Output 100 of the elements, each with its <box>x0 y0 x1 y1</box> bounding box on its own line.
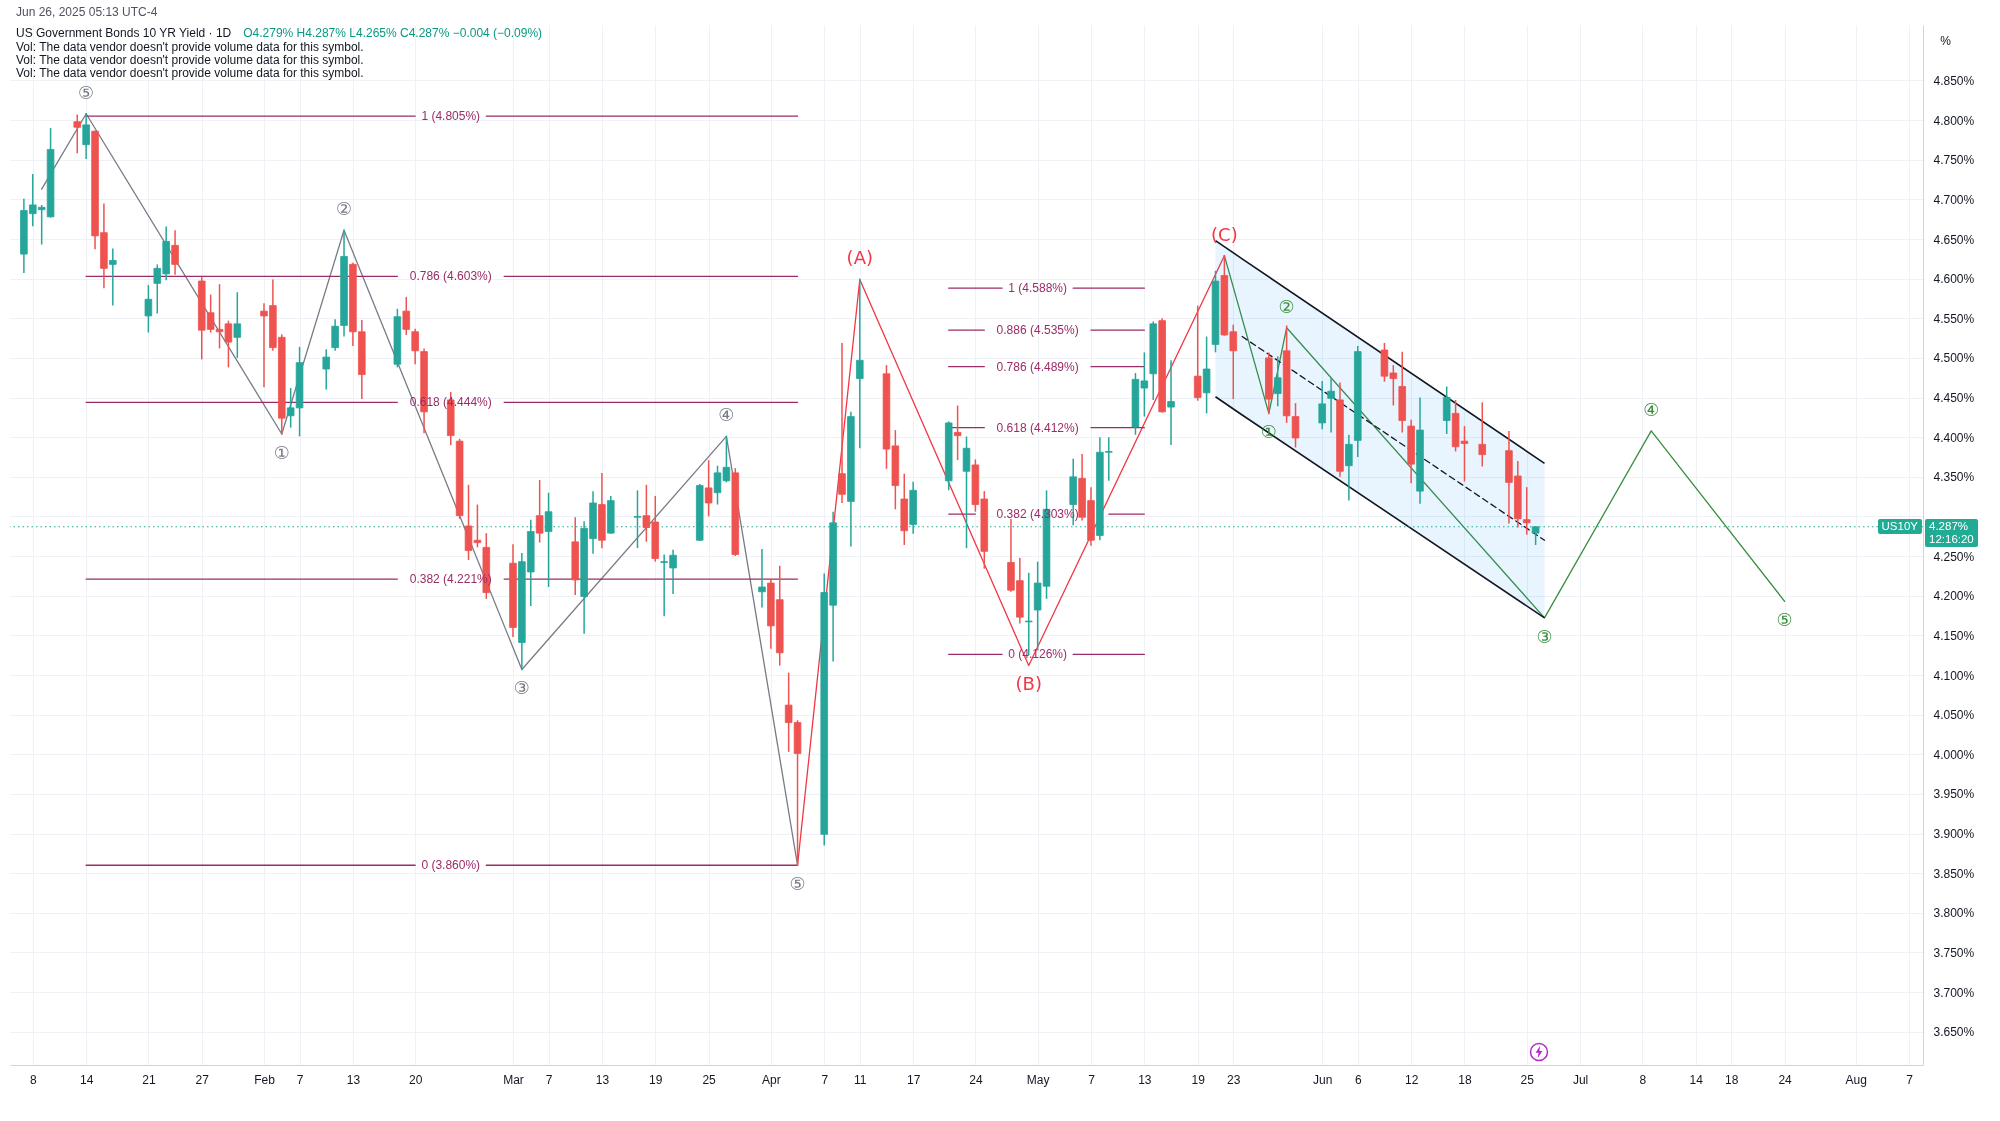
annotation: 0.786 (4.489%) <box>996 359 1079 374</box>
y-tick-label: 3.900% <box>1933 827 1975 842</box>
annotation: ③ <box>1536 625 1553 647</box>
annotation: 1 (4.805%) <box>421 109 481 124</box>
annotation: 0.886 (4.535%) <box>996 323 1079 338</box>
x-tick-label: 13 <box>346 1072 361 1087</box>
x-tick-label: 8 <box>29 1072 37 1087</box>
symbol-tag: US10Y <box>1877 519 1922 535</box>
y-tick-label: 3.650% <box>1933 1025 1975 1040</box>
y-tick-label: 4.400% <box>1933 430 1975 445</box>
price-tag: 4.287% 12:16:20 <box>1925 519 1978 548</box>
y-tick-label: 3.800% <box>1933 906 1975 921</box>
annotation: ① <box>273 442 290 464</box>
annotation: 0 (3.860%) <box>421 858 481 873</box>
candlestick <box>1478 402 1487 467</box>
x-tick-label: Jun <box>1313 1072 1333 1087</box>
x-tick-label: 7 <box>821 1072 829 1087</box>
candlestick <box>838 342 846 503</box>
x-tick-label: 19 <box>649 1072 663 1087</box>
annotation: ⑤ <box>1776 609 1793 631</box>
x-tick-label: 19 <box>1191 1072 1206 1087</box>
x-tick-label: Feb <box>254 1072 276 1087</box>
annotation: 0.618 (4.412%) <box>996 420 1079 435</box>
candlestick <box>1522 487 1531 535</box>
x-tick-label: May <box>1026 1072 1050 1087</box>
candlestick <box>233 292 242 358</box>
x-tick-label: 20 <box>408 1072 423 1087</box>
candlestick <box>82 113 90 159</box>
x-tick-label: Mar <box>503 1072 524 1087</box>
candlestick <box>402 296 411 335</box>
candlestick <box>1273 356 1282 407</box>
y-tick-label: 4.700% <box>1933 192 1975 207</box>
x-tick-label: Jul <box>1572 1072 1589 1087</box>
candlestick <box>1202 336 1211 414</box>
candlestick <box>109 248 117 306</box>
candlestick <box>856 278 864 449</box>
y-tick-label: 3.700% <box>1933 985 1975 1000</box>
annotation: (C) <box>1211 223 1238 245</box>
x-tick-label: 12 <box>1404 1072 1419 1087</box>
x-tick-label: 24 <box>969 1072 983 1087</box>
annotation: 4.287% <box>1929 520 1969 534</box>
y-tick-label: 4.800% <box>1933 113 1975 128</box>
x-tick-label: 7 <box>296 1072 304 1087</box>
y-tick-label: 4.000% <box>1933 747 1975 762</box>
y-tick-label: 4.600% <box>1933 272 1975 287</box>
annotation: ④ <box>718 404 735 426</box>
x-tick-label: 7 <box>1088 1072 1096 1087</box>
annotation: ⑤ <box>789 873 806 895</box>
annotation: ④ <box>1643 398 1660 420</box>
y-tick-label: 4.500% <box>1933 351 1975 366</box>
x-tick-label: 17 <box>906 1072 921 1087</box>
text: Jun 26, 2025 05:13 UTC-4 <box>16 5 158 19</box>
x-tick-label: 7 <box>545 1072 553 1087</box>
annotation: ② <box>335 198 353 220</box>
chart-title: US Government Bonds 10 YR Yield · 1D <box>16 26 232 40</box>
candlestick <box>1167 360 1175 446</box>
candlestick <box>73 114 81 154</box>
candlestick <box>1442 386 1451 434</box>
y-tick-label: 4.150% <box>1933 628 1975 643</box>
x-tick-label: Aug <box>1845 1072 1867 1087</box>
x-tick-label: 23 <box>1227 1072 1241 1087</box>
candlestick <box>704 460 713 517</box>
chart-subtitle: O4.279% H4.287% L4.265% C4.287% −0.004 (−0.09%) <box>243 26 543 40</box>
candlestick <box>1327 377 1335 433</box>
annotation: ③ <box>513 677 530 699</box>
x-tick-label: 24 <box>1778 1072 1793 1087</box>
y-tick-label: 4.100% <box>1933 668 1975 683</box>
x-tick-label: 18 <box>1458 1072 1472 1087</box>
y-axis-title: % <box>1940 33 1952 48</box>
y-tick-label: 4.350% <box>1933 470 1975 485</box>
y-tick-label: 4.550% <box>1933 311 1975 326</box>
x-tick-label: 25 <box>1520 1072 1535 1087</box>
x-tick-label: 11 <box>854 1072 867 1087</box>
annotation: (A) <box>846 247 873 269</box>
annotation: ② <box>1278 295 1295 317</box>
x-tick-label: 18 <box>1725 1072 1739 1087</box>
x-tick-label: 25 <box>702 1072 717 1087</box>
candlestick <box>535 480 544 543</box>
y-tick-label: 4.250% <box>1933 549 1975 564</box>
annotation: Vol: The data vendor doesn't provide volume data for this symbol. <box>16 66 364 80</box>
y-tick-label: 4.050% <box>1933 708 1975 723</box>
y-tick-label: 3.850% <box>1933 866 1975 881</box>
candlestick <box>1345 434 1353 501</box>
y-tick-label: 4.650% <box>1933 232 1975 247</box>
annotation: 12:16:20 <box>1929 533 1974 547</box>
y-tick-label: 3.950% <box>1933 787 1975 802</box>
candlestick <box>1193 305 1202 401</box>
candlestick <box>322 349 330 390</box>
y-tick-label: 3.750% <box>1933 945 1975 960</box>
annotation: (B) <box>1015 673 1042 695</box>
y-tick-label: 4.450% <box>1933 391 1975 406</box>
candlestick <box>953 405 962 461</box>
x-tick-label: 21 <box>142 1072 156 1087</box>
candlestick <box>411 328 419 365</box>
x-tick-label: 8 <box>1639 1072 1647 1087</box>
x-tick-label: 6 <box>1354 1072 1362 1087</box>
candlestick <box>144 285 153 333</box>
x-tick-label: 7 <box>1906 1072 1914 1087</box>
x-tick-label: 13 <box>595 1072 610 1087</box>
candlestick <box>1291 403 1300 448</box>
